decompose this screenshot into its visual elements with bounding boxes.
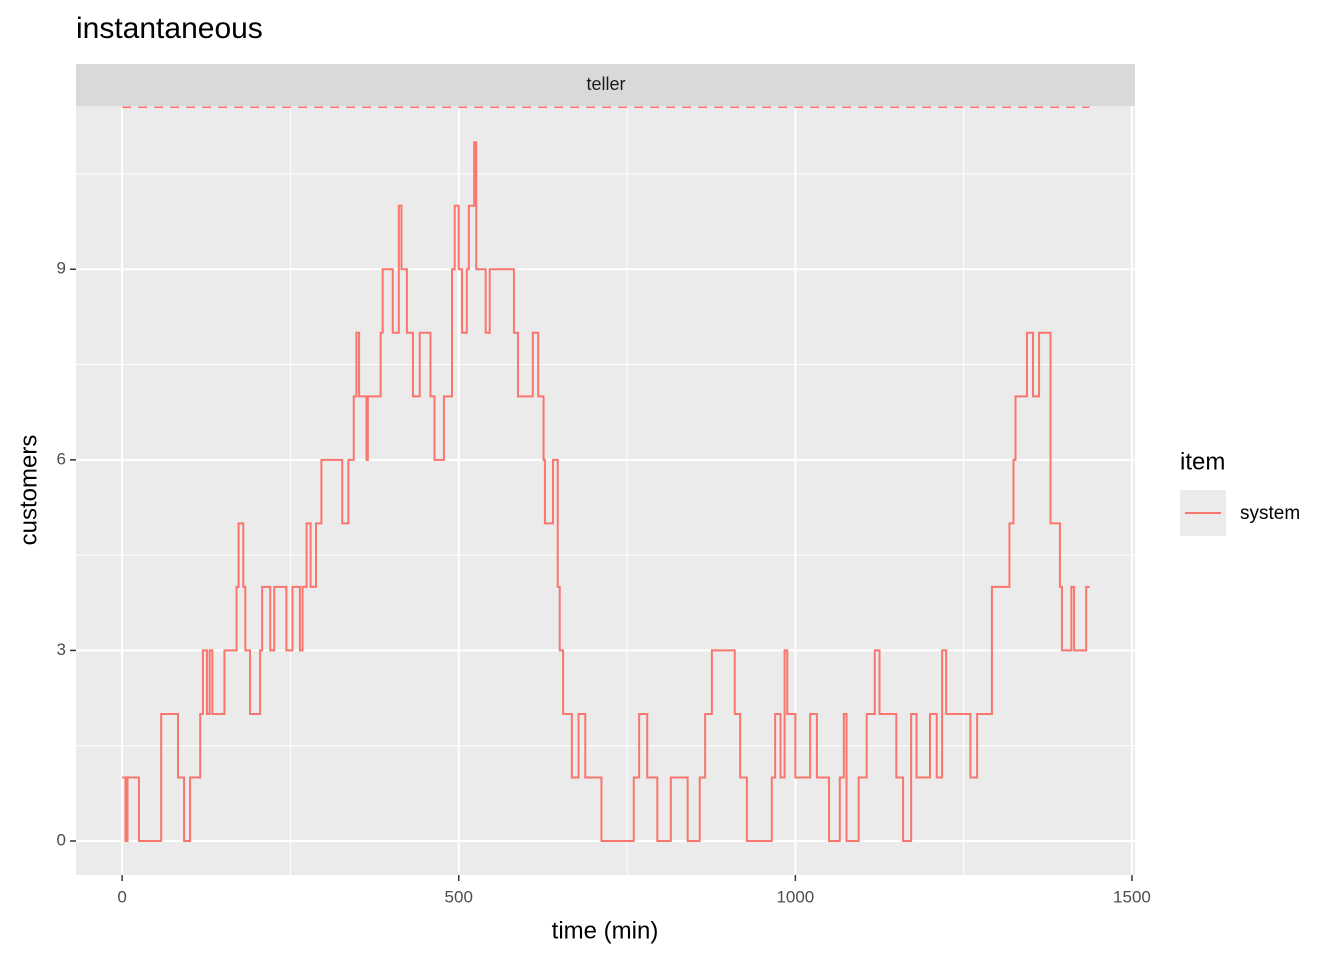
legend-label: system xyxy=(1240,503,1300,524)
legend-title: item xyxy=(1180,448,1225,475)
panel xyxy=(76,106,1135,875)
x-tick-label: 1000 xyxy=(776,887,814,906)
facet-strip xyxy=(76,64,1135,106)
y-tick-label: 9 xyxy=(57,259,66,278)
y-tick-label: 0 xyxy=(57,830,66,849)
y-axis-label: customers xyxy=(15,435,42,546)
x-tick-label: 1500 xyxy=(1113,887,1151,906)
x-tick-label: 0 xyxy=(117,887,126,906)
facet-label: teller xyxy=(586,74,625,94)
x-tick-label: 500 xyxy=(445,887,473,906)
series-line xyxy=(122,141,1090,843)
x-axis-label: time (min) xyxy=(552,917,659,944)
y-tick-label: 6 xyxy=(57,449,66,468)
chart-title: instantaneous xyxy=(76,12,263,45)
y-tick-label: 3 xyxy=(57,640,66,659)
